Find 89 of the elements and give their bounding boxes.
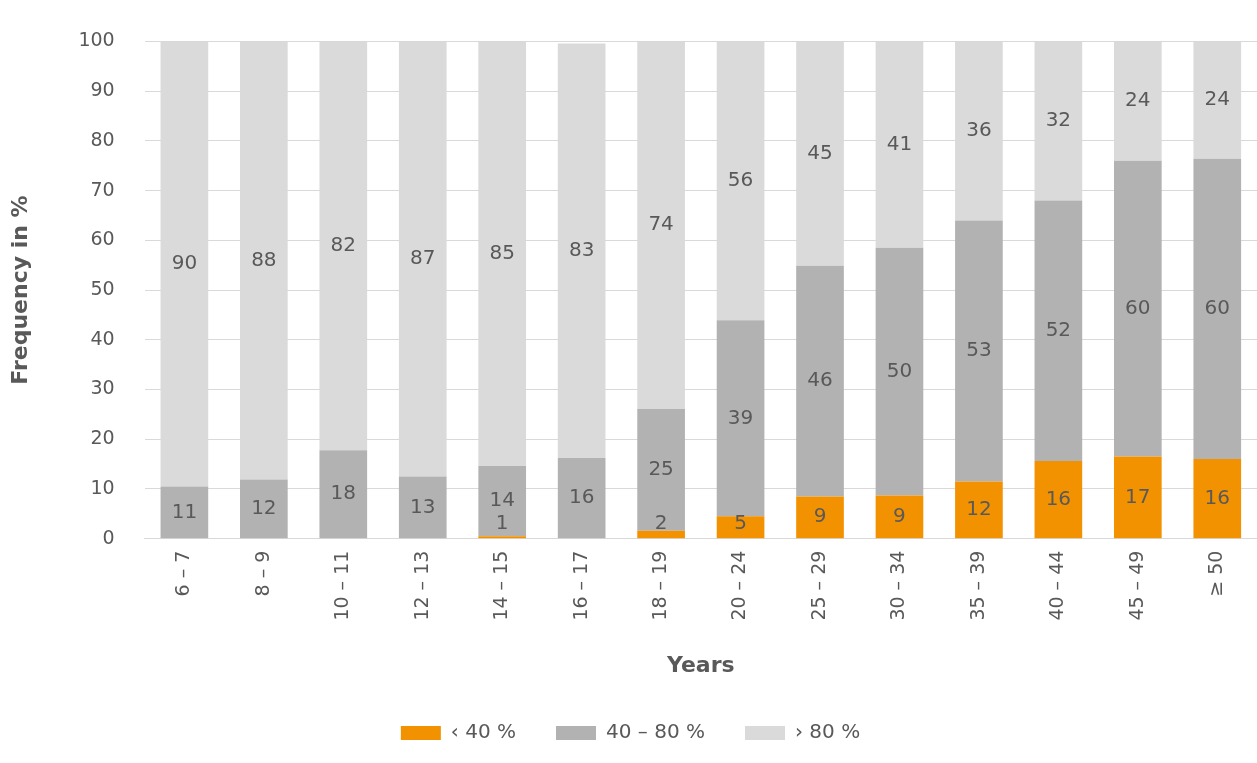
data-label: 41: [886, 130, 913, 155]
bar: [796, 496, 844, 539]
data-label: 39: [727, 404, 754, 429]
data-label: 90: [171, 250, 198, 275]
y-tick-label: 90: [90, 78, 115, 101]
data-label: 12: [966, 496, 992, 521]
data-label: 83: [568, 236, 595, 261]
y-tick-label: 50: [90, 276, 115, 299]
data-label: 16: [1045, 485, 1072, 510]
bar: [1193, 158, 1242, 460]
bar: [398, 476, 447, 539]
data-label: 11: [171, 498, 198, 523]
y-tick-label: 70: [90, 177, 115, 200]
y-tick-label: 10: [90, 475, 115, 498]
data-label: 16: [568, 484, 595, 509]
data-label: 53: [966, 337, 992, 362]
data-label: 36: [966, 117, 992, 142]
bar: [319, 450, 368, 539]
bar: [478, 466, 527, 537]
bar: [796, 265, 844, 497]
x-tick-label: 10 – 11: [330, 550, 353, 621]
bar: [637, 408, 685, 531]
data-label: 60: [1204, 295, 1230, 320]
data-label: 18: [330, 480, 357, 505]
x-tick-label: 16 – 17: [568, 550, 591, 621]
y-axis-title: Frequency in %: [6, 195, 32, 385]
legend-label: 40 – 80 %: [606, 719, 705, 744]
data-label: 16: [1204, 484, 1230, 509]
data-label: 50: [886, 357, 913, 382]
data-label: 14: [489, 487, 515, 512]
y-tick-label: 20: [90, 426, 115, 449]
x-tick-label: 45 – 49: [1124, 550, 1147, 621]
x-tick-label: 20 – 24: [727, 550, 750, 621]
x-tick-label: 6 – 7: [171, 550, 194, 597]
x-tick-label: 8 – 9: [250, 550, 273, 597]
data-label: 13: [410, 493, 436, 518]
data-label: 87: [410, 245, 436, 270]
x-tick-label: 12 – 13: [409, 550, 432, 621]
bar: [955, 220, 1003, 482]
x-tick-label: 14 – 15: [489, 550, 512, 621]
data-label: 9: [813, 503, 827, 528]
y-tick-label: 40: [90, 326, 115, 349]
data-label: 45: [807, 139, 833, 164]
data-label: 1: [495, 510, 509, 535]
bar: [1113, 456, 1162, 539]
data-label: 46: [807, 367, 833, 392]
data-label: 9: [893, 502, 906, 527]
data-label: 17: [1125, 483, 1151, 508]
y-tick-label: 0: [102, 525, 115, 548]
data-label: 88: [251, 246, 277, 271]
data-label: 52: [1045, 317, 1072, 342]
data-label: 85: [489, 239, 515, 264]
x-tick-label: 40 – 44: [1045, 550, 1068, 621]
y-tick-label: 80: [90, 127, 115, 150]
y-tick-label: 100: [78, 28, 115, 51]
data-label: 12: [251, 495, 277, 520]
legend-label: › 80 %: [794, 719, 861, 744]
bar: [875, 495, 924, 539]
bar: [716, 516, 765, 539]
bar: [716, 320, 765, 517]
x-tick-label: 30 – 34: [886, 550, 909, 621]
bar: [240, 479, 288, 539]
y-tick-label: 60: [90, 227, 115, 250]
y-tick-label: 30: [90, 376, 115, 399]
bar: [160, 486, 209, 539]
data-label: 82: [330, 231, 357, 256]
data-label: 60: [1125, 294, 1151, 319]
bar: [1193, 459, 1242, 539]
data-label: 5: [734, 510, 747, 535]
x-axis-title: Years: [666, 651, 735, 677]
x-tick-label: 35 – 39: [965, 550, 988, 621]
data-label: 2: [654, 510, 668, 535]
data-label: 25: [648, 456, 674, 480]
data-label: 24: [1204, 86, 1230, 111]
bar: [955, 481, 1003, 539]
bar: [875, 247, 924, 496]
bar: [557, 458, 606, 539]
data-label: 32: [1045, 107, 1072, 132]
bar: [637, 530, 685, 539]
data-label: 24: [1125, 87, 1151, 112]
bar: [1034, 200, 1083, 462]
data-label: 56: [727, 167, 754, 192]
x-tick-label: 18 – 19: [648, 550, 671, 621]
legend-label: ‹ 40 %: [450, 719, 517, 744]
x-tick-label: 25 – 29: [806, 550, 829, 621]
data-label: 74: [648, 211, 674, 236]
x-tick-label: ≥ 50: [1204, 550, 1227, 597]
bar: [1034, 461, 1083, 539]
bar: [1113, 160, 1162, 457]
